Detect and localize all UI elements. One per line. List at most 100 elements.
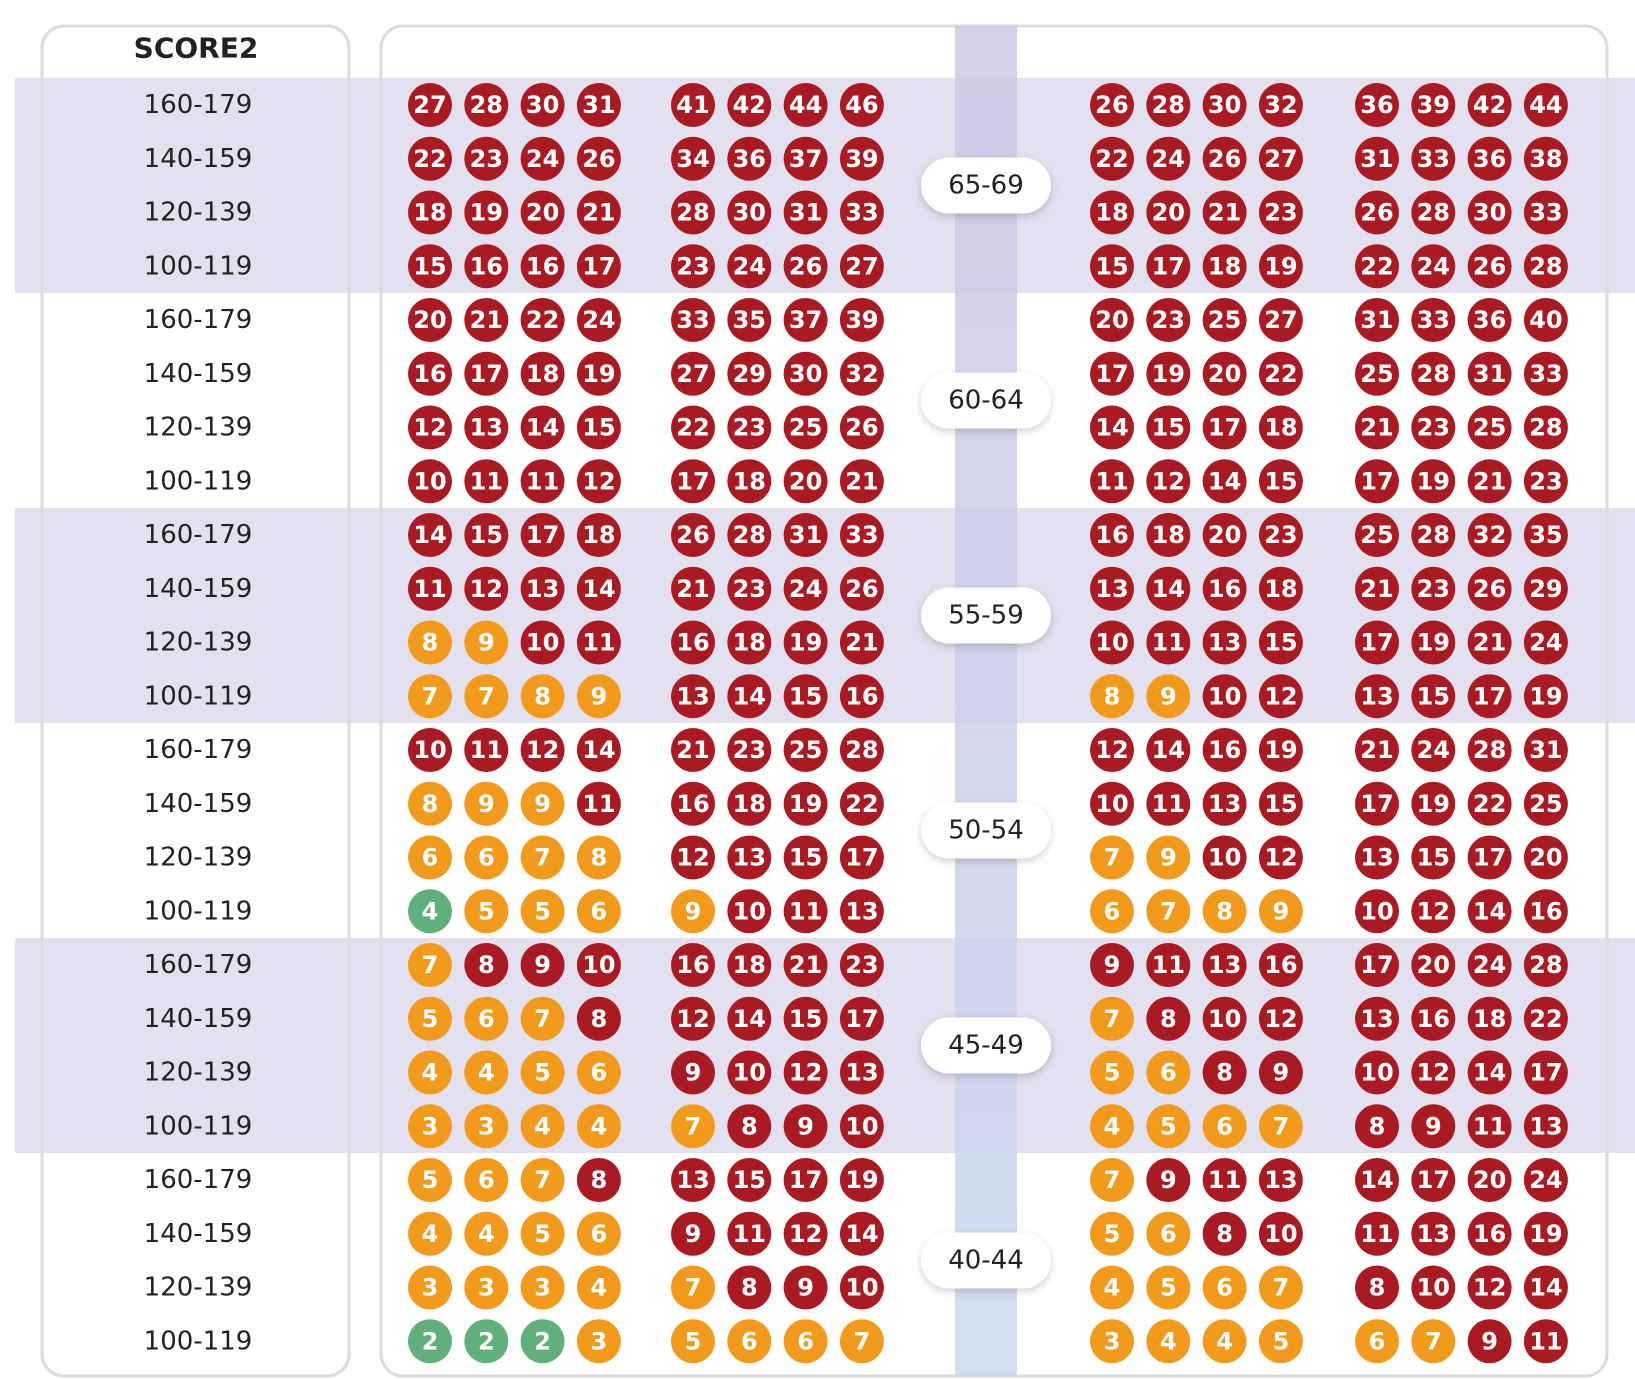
risk-value: 18 bbox=[733, 790, 766, 818]
risk-circle bbox=[1467, 835, 1512, 880]
risk-value: 3 bbox=[478, 1112, 495, 1140]
risk-value: 16 bbox=[413, 360, 446, 388]
risk-circle bbox=[1411, 674, 1456, 719]
risk-circle bbox=[1090, 835, 1134, 880]
risk-value: 22 bbox=[1529, 1005, 1562, 1033]
risk-value: 15 bbox=[1417, 844, 1450, 872]
risk-circle bbox=[1355, 620, 1399, 665]
age-label: 65-69 bbox=[948, 171, 1024, 201]
risk-value: 22 bbox=[845, 790, 878, 818]
risk-circle bbox=[1355, 405, 1399, 450]
risk-circle bbox=[1467, 728, 1512, 772]
risk-circle bbox=[1090, 728, 1134, 772]
risk-value: 28 bbox=[1417, 199, 1450, 227]
risk-circle bbox=[1523, 889, 1568, 934]
sbp-label: 120-139 bbox=[144, 843, 253, 873]
risk-circle bbox=[1355, 351, 1399, 396]
risk-value: 19 bbox=[1417, 629, 1450, 657]
risk-value: 18 bbox=[1473, 1005, 1506, 1033]
risk-circle bbox=[464, 835, 509, 880]
age-stripe bbox=[955, 26, 1017, 1376]
risk-circle bbox=[671, 190, 715, 235]
risk-circle bbox=[839, 620, 884, 665]
risk-value: 25 bbox=[1529, 790, 1562, 818]
risk-circle bbox=[1202, 136, 1247, 181]
risk-value: 37 bbox=[789, 145, 822, 173]
risk-circle bbox=[727, 244, 772, 289]
risk-value: 9 bbox=[797, 1112, 814, 1140]
risk-value: 9 bbox=[1160, 682, 1177, 710]
risk-circle bbox=[520, 781, 565, 826]
risk-circle bbox=[464, 1104, 509, 1149]
risk-circle bbox=[1523, 943, 1568, 987]
risk-circle bbox=[839, 1104, 884, 1149]
risk-value: 28 bbox=[470, 91, 503, 119]
risk-circle bbox=[1146, 889, 1191, 934]
risk-circle bbox=[1090, 190, 1134, 235]
risk-circle bbox=[671, 728, 715, 772]
risk-circle bbox=[671, 566, 715, 611]
risk-circle bbox=[1146, 1265, 1191, 1310]
risk-value: 10 bbox=[1095, 629, 1128, 657]
risk-value: 9 bbox=[1160, 1166, 1177, 1194]
risk-circle bbox=[1355, 566, 1399, 611]
risk-circle bbox=[671, 835, 715, 880]
risk-circle bbox=[464, 351, 509, 396]
risk-value: 4 bbox=[1160, 1327, 1177, 1355]
risk-value: 24 bbox=[1417, 252, 1450, 280]
risk-circle bbox=[1202, 298, 1247, 342]
risk-value: 40 bbox=[1529, 306, 1562, 334]
risk-circle bbox=[1146, 1211, 1191, 1256]
risk-value: 9 bbox=[478, 790, 495, 818]
risk-value: 27 bbox=[1264, 306, 1297, 334]
risk-circle bbox=[671, 620, 715, 665]
risk-circle bbox=[576, 566, 621, 611]
risk-circle bbox=[1411, 889, 1456, 934]
risk-circle bbox=[1258, 405, 1303, 450]
risk-value: 11 bbox=[470, 736, 503, 764]
risk-value: 9 bbox=[1104, 951, 1121, 979]
risk-circle bbox=[520, 1265, 565, 1310]
risk-circle bbox=[783, 620, 828, 665]
risk-circle bbox=[520, 1319, 565, 1364]
risk-circle bbox=[408, 83, 452, 127]
risk-circle bbox=[408, 728, 452, 772]
risk-value: 16 bbox=[1529, 897, 1562, 925]
risk-value: 23 bbox=[733, 414, 766, 442]
risk-value: 7 bbox=[685, 1274, 702, 1302]
risk-circle bbox=[783, 244, 828, 289]
sbp-label: 100-119 bbox=[144, 681, 253, 711]
risk-value: 6 bbox=[1216, 1112, 1233, 1140]
risk-circle bbox=[1523, 513, 1568, 557]
risk-value: 14 bbox=[1152, 575, 1185, 603]
risk-circle bbox=[1258, 781, 1303, 826]
risk-value: 26 bbox=[676, 521, 709, 549]
risk-value: 29 bbox=[1529, 575, 1562, 603]
risk-value: 18 bbox=[582, 521, 615, 549]
risk-value: 8 bbox=[741, 1274, 758, 1302]
risk-circle bbox=[783, 136, 828, 181]
sbp-label: 140-159 bbox=[144, 1004, 253, 1034]
risk-circle bbox=[1202, 620, 1247, 665]
risk-circle bbox=[1467, 1319, 1512, 1364]
risk-circle bbox=[520, 996, 565, 1041]
risk-circle bbox=[1523, 1050, 1568, 1095]
risk-value: 26 bbox=[1208, 145, 1241, 173]
risk-circle bbox=[839, 889, 884, 934]
risk-circle bbox=[1523, 459, 1568, 504]
risk-value: 15 bbox=[1264, 629, 1297, 657]
risk-value: 15 bbox=[733, 1166, 766, 1194]
risk-value: 20 bbox=[1417, 951, 1450, 979]
risk-value: 3 bbox=[422, 1112, 439, 1140]
risk-value: 36 bbox=[733, 145, 766, 173]
risk-value: 33 bbox=[845, 521, 878, 549]
risk-circle bbox=[783, 298, 828, 342]
risk-value: 18 bbox=[733, 951, 766, 979]
risk-circle bbox=[1090, 298, 1134, 342]
risk-value: 33 bbox=[676, 306, 709, 334]
risk-circle bbox=[1523, 835, 1568, 880]
risk-circle bbox=[1146, 566, 1191, 611]
risk-circle bbox=[464, 1050, 509, 1095]
risk-circle bbox=[727, 1319, 772, 1364]
risk-circle bbox=[464, 1158, 509, 1202]
